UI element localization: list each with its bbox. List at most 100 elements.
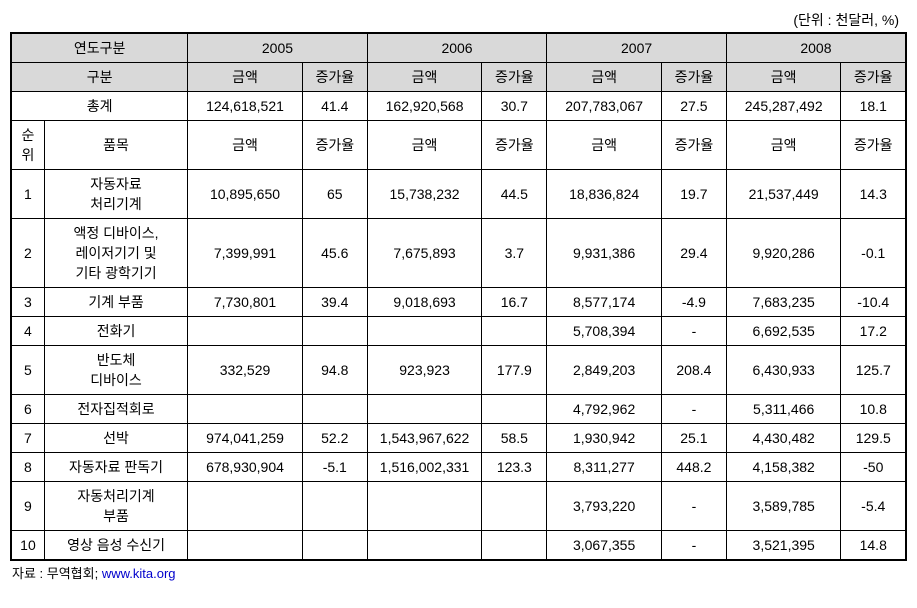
data-cell: 8,577,174 [547, 288, 662, 317]
data-cell: 123.3 [482, 453, 547, 482]
header-year-2005: 2005 [188, 33, 368, 63]
item-cell: 선박 [44, 424, 187, 453]
unit-label: (단위 : 천달러, %) [10, 10, 907, 30]
data-cell: 7,683,235 [726, 288, 841, 317]
data-cell: 5,311,466 [726, 395, 841, 424]
total-cell: 162,920,568 [367, 92, 482, 121]
table-row: 6전자집적회로4,792,962-5,311,46610.8 [11, 395, 906, 424]
subheader-row: 순위 품목 금액 증가율 금액 증가율 금액 증가율 금액 증가율 [11, 121, 906, 170]
data-cell: 678,930,904 [188, 453, 303, 482]
data-cell: 2,849,203 [547, 346, 662, 395]
data-cell: -50 [841, 453, 906, 482]
rank-cell: 9 [11, 482, 44, 531]
data-cell: 8,311,277 [547, 453, 662, 482]
data-cell: 10.8 [841, 395, 906, 424]
header-rate: 증가율 [841, 63, 906, 92]
data-cell [367, 482, 482, 531]
header-rate: 증가율 [482, 121, 547, 170]
data-cell: 129.5 [841, 424, 906, 453]
data-cell: 1,930,942 [547, 424, 662, 453]
data-cell: 29.4 [661, 219, 726, 288]
item-cell: 전자집적회로 [44, 395, 187, 424]
data-cell: 14.8 [841, 531, 906, 561]
data-cell: 19.7 [661, 170, 726, 219]
header-rate: 증가율 [302, 121, 367, 170]
data-cell: 1,516,002,331 [367, 453, 482, 482]
table-row: 10영상 음성 수신기3,067,355-3,521,39514.8 [11, 531, 906, 561]
data-cell: 9,931,386 [547, 219, 662, 288]
data-cell: 21,537,449 [726, 170, 841, 219]
total-cell: 207,783,067 [547, 92, 662, 121]
header-amount: 금액 [367, 121, 482, 170]
item-cell: 자동처리기계 부품 [44, 482, 187, 531]
data-cell [302, 531, 367, 561]
header-amount: 금액 [188, 63, 303, 92]
data-cell: 44.5 [482, 170, 547, 219]
data-cell [367, 395, 482, 424]
data-cell: -0.1 [841, 219, 906, 288]
data-cell [482, 395, 547, 424]
data-cell: 7,730,801 [188, 288, 303, 317]
data-cell: 3,067,355 [547, 531, 662, 561]
data-cell: 6,692,535 [726, 317, 841, 346]
data-cell [367, 317, 482, 346]
table-row: 9자동처리기계 부품3,793,220-3,589,785-5.4 [11, 482, 906, 531]
header-rate: 증가율 [841, 121, 906, 170]
total-row: 총계 124,618,521 41.4 162,920,568 30.7 207… [11, 92, 906, 121]
data-cell: 17.2 [841, 317, 906, 346]
data-cell: 7,399,991 [188, 219, 303, 288]
header-year-category: 연도구분 [11, 33, 188, 63]
data-cell [482, 482, 547, 531]
header-rank: 순위 [11, 121, 44, 170]
item-cell: 영상 음성 수신기 [44, 531, 187, 561]
data-cell [302, 317, 367, 346]
header-rate: 증가율 [302, 63, 367, 92]
table-header: 연도구분 2005 2006 2007 2008 구분 금액 증가율 금액 증가… [11, 33, 906, 92]
data-cell: 52.2 [302, 424, 367, 453]
data-cell: 45.6 [302, 219, 367, 288]
data-cell [302, 395, 367, 424]
data-cell: -5.4 [841, 482, 906, 531]
data-cell: 10,895,650 [188, 170, 303, 219]
data-cell: 332,529 [188, 346, 303, 395]
header-amount: 금액 [726, 121, 841, 170]
header-category: 구분 [11, 63, 188, 92]
data-cell: 18,836,824 [547, 170, 662, 219]
data-cell: 3.7 [482, 219, 547, 288]
data-cell: - [661, 482, 726, 531]
rank-cell: 5 [11, 346, 44, 395]
data-cell: 16.7 [482, 288, 547, 317]
rank-cell: 6 [11, 395, 44, 424]
header-rate: 증가율 [661, 63, 726, 92]
rank-cell: 3 [11, 288, 44, 317]
data-table: 연도구분 2005 2006 2007 2008 구분 금액 증가율 금액 증가… [10, 32, 907, 561]
data-cell [482, 317, 547, 346]
data-cell: 4,430,482 [726, 424, 841, 453]
data-cell: 15,738,232 [367, 170, 482, 219]
table-row: 1자동자료 처리기계10,895,6506515,738,23244.518,8… [11, 170, 906, 219]
item-cell: 전화기 [44, 317, 187, 346]
header-amount: 금액 [726, 63, 841, 92]
table-row: 4전화기5,708,394-6,692,53517.2 [11, 317, 906, 346]
table-row: 3기계 부품7,730,80139.49,018,69316.78,577,17… [11, 288, 906, 317]
data-cell: 4,158,382 [726, 453, 841, 482]
data-cell: 974,041,259 [188, 424, 303, 453]
header-item: 품목 [44, 121, 187, 170]
footer-link[interactable]: www.kita.org [102, 566, 176, 581]
data-cell: 208.4 [661, 346, 726, 395]
data-cell: 58.5 [482, 424, 547, 453]
total-cell: 27.5 [661, 92, 726, 121]
data-cell: 5,708,394 [547, 317, 662, 346]
data-cell [188, 531, 303, 561]
table-row: 8자동자료 판독기678,930,904-5.11,516,002,331123… [11, 453, 906, 482]
data-cell: 94.8 [302, 346, 367, 395]
data-cell: 65 [302, 170, 367, 219]
header-rate: 증가율 [661, 121, 726, 170]
data-cell [367, 531, 482, 561]
header-amount: 금액 [547, 63, 662, 92]
data-cell [188, 482, 303, 531]
table-row: 2액정 디바이스, 레이저기기 및 기타 광학기기7,399,99145.67,… [11, 219, 906, 288]
header-year-2006: 2006 [367, 33, 547, 63]
data-cell: 448.2 [661, 453, 726, 482]
rank-cell: 7 [11, 424, 44, 453]
